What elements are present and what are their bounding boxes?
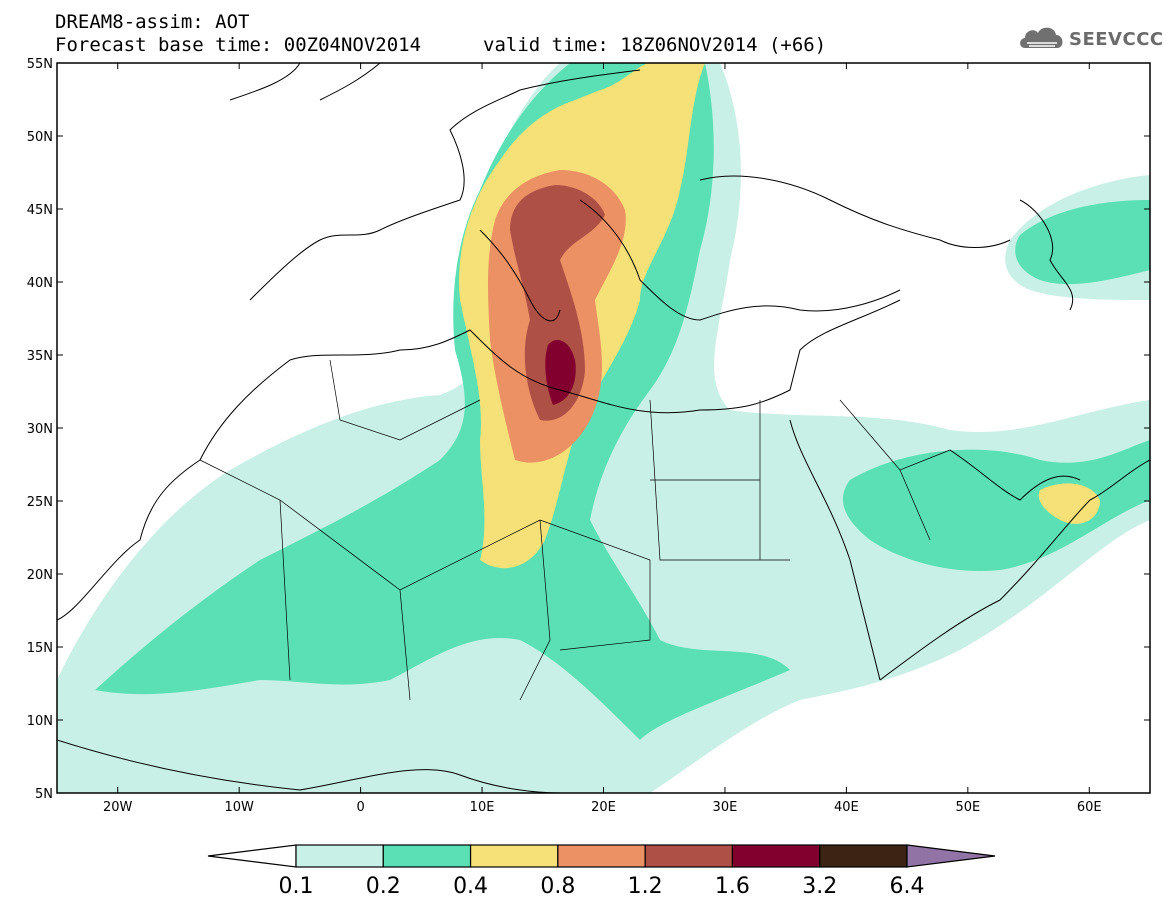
cloud-logo-icon xyxy=(1020,27,1063,48)
forecast-base-time: Forecast base time: 00Z04NOV2014 xyxy=(55,34,422,56)
latitude-axis: 55N 50N 45N 40N 35N 30N 25N 20N 15N 10N 5N xyxy=(27,57,1150,802)
lon-label: 10E xyxy=(470,800,495,815)
colorbar-swatch xyxy=(557,844,646,868)
colorbar-swatch xyxy=(644,844,734,868)
colorbar-label: 0.8 xyxy=(540,874,575,899)
logo-text: SEEVCCC xyxy=(1069,29,1164,50)
lon-label: 10W xyxy=(224,800,254,815)
colorbar-swatch xyxy=(819,844,908,868)
coastlines xyxy=(57,63,1150,793)
lat-label: 45N xyxy=(27,203,53,218)
aot-level-0.2-arabia xyxy=(842,440,1150,571)
lon-label: 50E xyxy=(955,800,980,815)
lat-label: 25N xyxy=(27,495,53,510)
lat-label: 5N xyxy=(35,787,53,802)
lon-label: 60E xyxy=(1077,800,1102,815)
lat-label: 15N xyxy=(27,641,53,656)
aot-level-0.4-gulf xyxy=(1038,483,1100,524)
lat-label: 55N xyxy=(27,57,53,72)
colorbar-label: 6.4 xyxy=(890,874,925,899)
colorbar-label: 0.2 xyxy=(366,874,401,899)
colorbar-label: 1.6 xyxy=(715,874,750,899)
longitude-axis: 20W 10W 0 10E 20E 30E 40E 50E 60E xyxy=(103,63,1102,815)
colorbar-swatch xyxy=(382,844,472,868)
valid-time: valid time: 18Z06NOV2014 (+66) xyxy=(483,34,827,56)
colorbar-swatch xyxy=(469,844,559,868)
country-borders xyxy=(199,359,951,701)
colorbar-label: 1.2 xyxy=(628,874,663,899)
lon-label: 40E xyxy=(834,800,859,815)
colorbar: 0.1 0.2 0.4 0.8 1.2 1.6 3.2 6.4 xyxy=(207,844,996,899)
lat-label: 40N xyxy=(27,276,53,291)
aot-level-1.6 xyxy=(545,340,576,405)
aot-level-0.2-caspian xyxy=(1015,200,1150,285)
seevccc-logo: SEEVCCC xyxy=(1017,20,1163,60)
colorbar-min-triangle xyxy=(207,844,297,868)
colorbar-max-triangle xyxy=(906,844,996,868)
lon-label: 30E xyxy=(713,800,738,815)
colorbar-label: 3.2 xyxy=(802,874,837,899)
lat-label: 35N xyxy=(27,349,53,364)
colorbar-swatch xyxy=(295,844,384,868)
lat-label: 50N xyxy=(27,130,53,145)
colorbar-swatch xyxy=(731,844,821,868)
aot-field xyxy=(57,63,1150,793)
lat-label: 30N xyxy=(27,422,53,437)
lon-label: 20W xyxy=(103,800,133,815)
lat-label: 10N xyxy=(27,714,53,729)
map-title: DREAM8-assim: AOT xyxy=(55,11,250,33)
lon-label: 0 xyxy=(356,800,364,815)
lat-label: 20N xyxy=(27,568,53,583)
colorbar-label: 0.4 xyxy=(453,874,488,899)
aot-level-1.2 xyxy=(510,185,605,421)
lon-label: 20E xyxy=(591,800,616,815)
colorbar-label: 0.1 xyxy=(279,874,314,899)
